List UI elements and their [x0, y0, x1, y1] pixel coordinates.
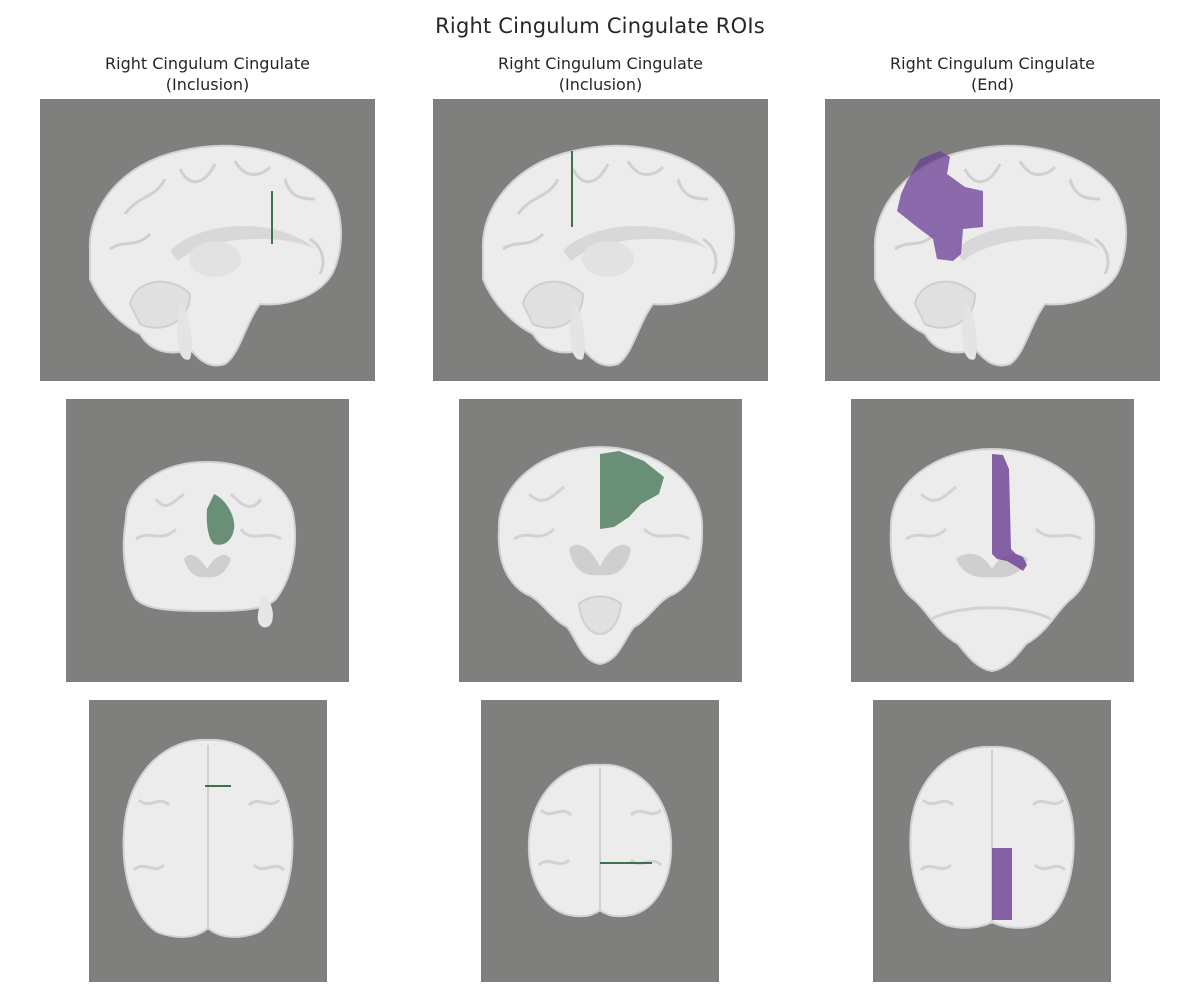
- roi-region-9: [992, 848, 1012, 920]
- panel-coronal-col3: [851, 399, 1134, 682]
- panel-coronal-col2: [459, 399, 742, 682]
- roi-region-5: [600, 451, 664, 529]
- column-title-1: Right Cingulum Cingulate (Inclusion): [40, 53, 375, 95]
- column-title-2-line1: Right Cingulum Cingulate: [498, 54, 703, 73]
- panel-sagittal-col1: [40, 99, 375, 381]
- axial-brain-image-1: [122, 738, 294, 938]
- sagittal-brain-image-2: [481, 144, 736, 367]
- coronal-brain-image-2: [497, 445, 704, 666]
- panel-axial-col2: [481, 700, 719, 982]
- figure-title: Right Cingulum Cingulate ROIs: [435, 14, 765, 38]
- panel-sagittal-col3: [825, 99, 1160, 381]
- column-title-1-line1: Right Cingulum Cingulate: [105, 54, 310, 73]
- panel-axial-col1: [89, 700, 327, 982]
- panel-coronal-col1: [66, 399, 349, 682]
- panel-sagittal-col2: [433, 99, 768, 381]
- panel-axial-col3: [873, 700, 1111, 982]
- column-title-2: Right Cingulum Cingulate (Inclusion): [433, 53, 768, 95]
- column-title-3-line2: (End): [971, 75, 1014, 94]
- coronal-brain-image-1: [122, 460, 297, 628]
- column-title-3: Right Cingulum Cingulate (End): [825, 53, 1160, 95]
- column-title-2-line2: (Inclusion): [558, 75, 643, 94]
- sagittal-brain-image-3: [873, 144, 1128, 367]
- roi-region-6: [992, 454, 1027, 571]
- axial-brain-image-2: [527, 763, 673, 918]
- coronal-brain-image-3: [889, 447, 1096, 673]
- roi-region-3: [897, 151, 983, 261]
- sagittal-brain-image-1: [88, 144, 343, 367]
- column-title-3-line1: Right Cingulum Cingulate: [890, 54, 1095, 73]
- axial-brain-image-3: [909, 745, 1075, 929]
- column-title-1-line2: (Inclusion): [165, 75, 250, 94]
- roi-region-4: [206, 494, 235, 545]
